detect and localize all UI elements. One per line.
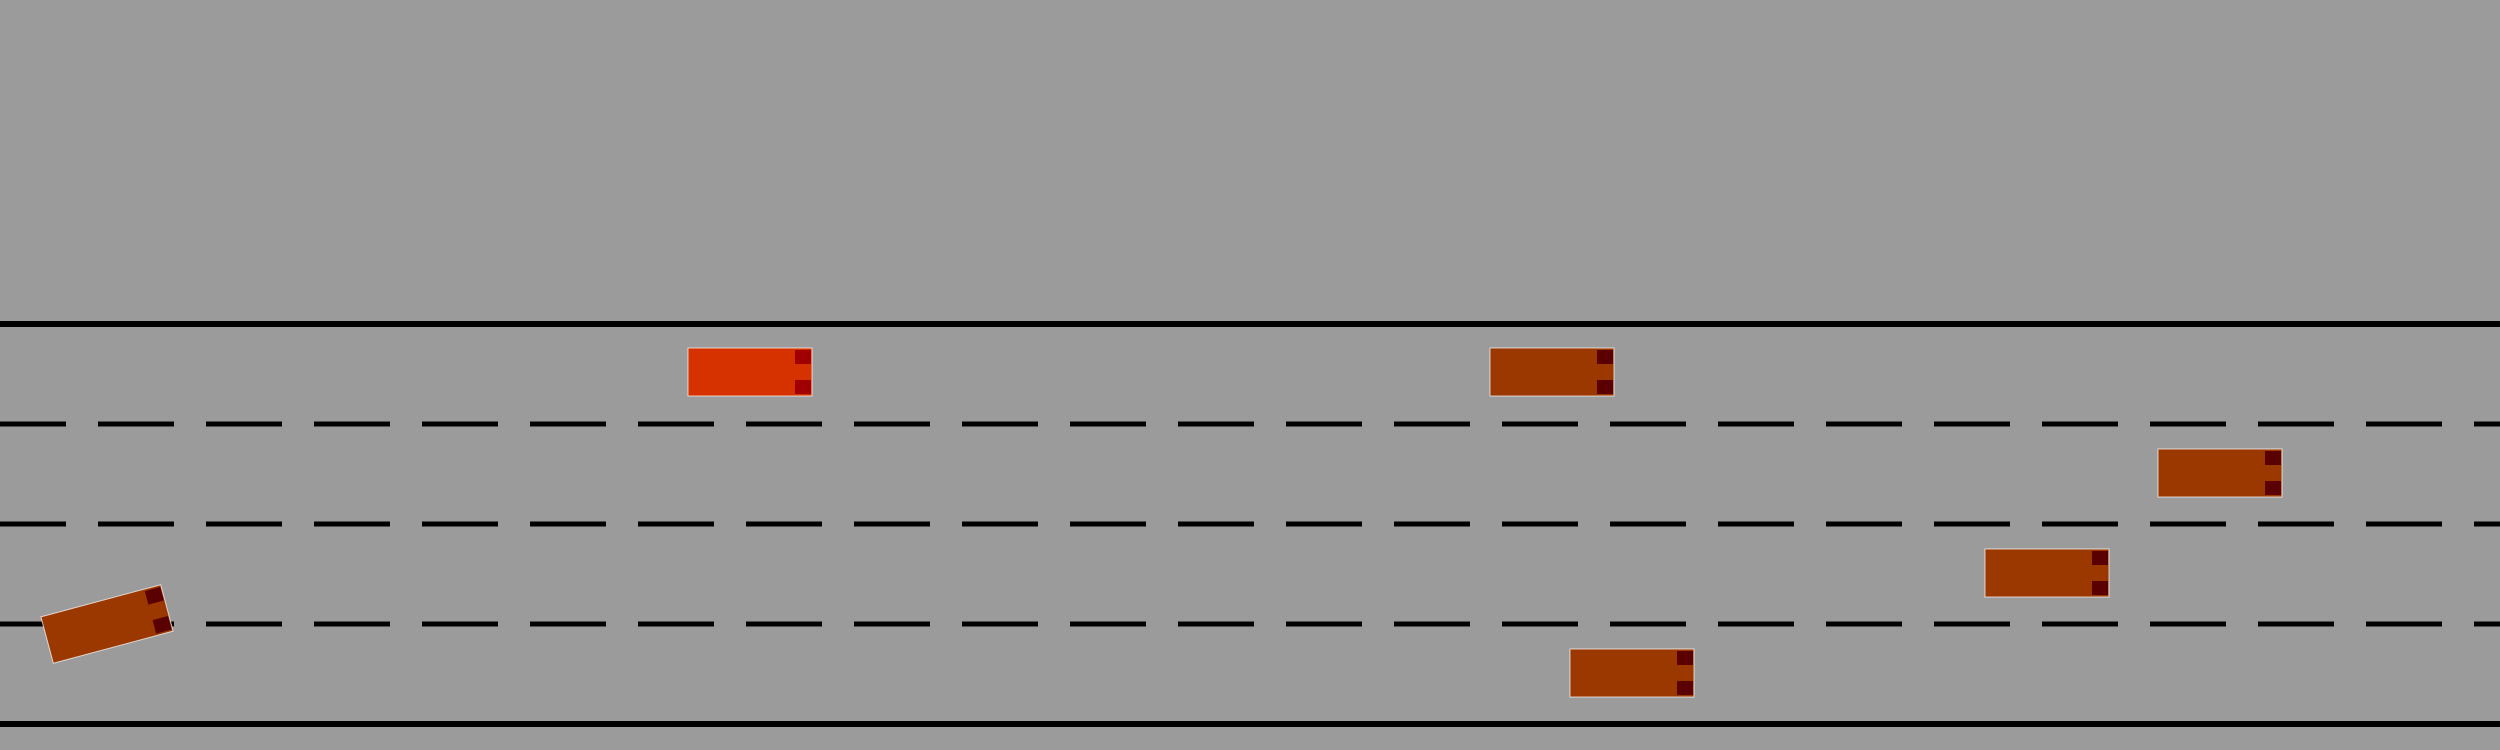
headlight-top: [2265, 451, 2281, 465]
vehicle-car-3: [1984, 548, 2110, 598]
vehicle-car-2: [2157, 448, 2283, 498]
vehicles-layer: [40, 347, 2283, 698]
vehicle-body: [1569, 648, 1695, 698]
headlight-bottom: [795, 380, 811, 394]
vehicle-body: [40, 584, 174, 664]
headlight-top: [795, 350, 811, 364]
vehicle-body: [1489, 347, 1615, 397]
headlight-bottom: [1677, 681, 1693, 695]
ego-vehicle: [687, 347, 813, 397]
vehicle-car-5: [1569, 648, 1695, 698]
vehicle-body: [687, 347, 813, 397]
vehicle-car-1: [1489, 347, 1615, 397]
headlight-bottom: [2092, 581, 2108, 595]
headlight-bottom: [2265, 481, 2281, 495]
vehicle-body: [2157, 448, 2283, 498]
headlight-bottom: [1597, 380, 1613, 394]
headlight-bottom: [152, 615, 172, 634]
headlight-top: [144, 586, 164, 605]
headlight-top: [1597, 350, 1613, 364]
vehicle-car-4: [40, 584, 174, 664]
vehicle-body: [1984, 548, 2110, 598]
headlight-top: [2092, 551, 2108, 565]
headlight-top: [1677, 651, 1693, 665]
